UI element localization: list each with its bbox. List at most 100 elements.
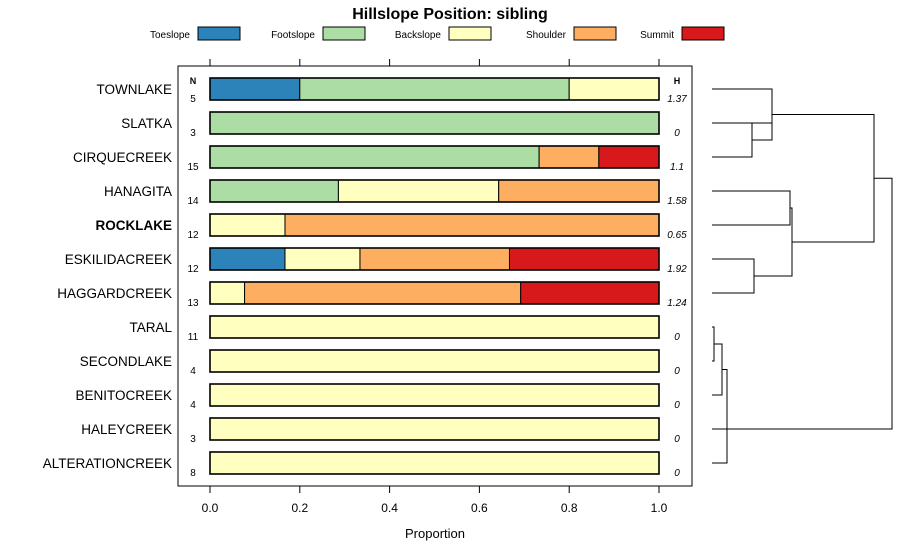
legend-label-summit: Summit	[640, 30, 674, 41]
row-alterationcreek: ALTERATIONCREEK 8 0	[43, 451, 680, 479]
bar-segment-summit	[598, 145, 660, 169]
row-secondlake: SECONDLAKE 4 0	[80, 349, 680, 377]
row-rocklake: ROCKLAKE 12 0.65	[96, 213, 687, 241]
bar-segment-shoulder	[538, 145, 600, 169]
row-cirquecreek: CIRQUECREEK 15 1.1	[73, 145, 684, 173]
x-tick-label: 0.2	[291, 501, 308, 515]
row-label: ALTERATIONCREEK	[43, 456, 172, 471]
n-value: 3	[190, 128, 196, 139]
legend-swatch-shoulder	[573, 26, 617, 41]
row-haleycreek: HALEYCREEK 3 0	[81, 417, 680, 445]
legend-label-backslope: Backslope	[395, 30, 442, 41]
h-value: 0	[674, 400, 680, 411]
x-tick-label: 1.0	[651, 501, 668, 515]
x-tick-label: 0.6	[471, 501, 488, 515]
bar-segment-summit	[520, 281, 660, 305]
n-value: 12	[187, 230, 199, 241]
h-value: 1.24	[667, 298, 687, 309]
plot-frame	[177, 65, 693, 487]
bars: TOWNLAKE 5 1.37 SLATKA 3 0 CIRQUECREEK 15 1.1 HAN…	[43, 77, 687, 479]
bar-segment-backslope	[209, 451, 660, 475]
dendro-link	[712, 88, 773, 141]
bar-segment-backslope	[209, 213, 286, 237]
dendro-link	[727, 177, 893, 430]
bar-segment-footslope	[299, 77, 570, 101]
bar-segment-backslope	[337, 179, 500, 203]
chart-title: Hillslope Position: sibling	[352, 6, 548, 23]
legend-label-shoulder: Shoulder	[526, 30, 567, 41]
bar-segment-footslope	[209, 145, 540, 169]
n-value: 15	[187, 162, 199, 173]
row-label: ROCKLAKE	[96, 218, 173, 233]
row-haggardcreek: HAGGARDCREEK 13 1.24	[57, 281, 687, 309]
bar-segment-toeslope	[209, 77, 301, 101]
h-value: 0	[674, 128, 680, 139]
n-value: 14	[187, 196, 199, 207]
row-townlake: TOWNLAKE 5 1.37	[96, 77, 687, 105]
bar-outline	[209, 417, 660, 441]
n-value: 13	[187, 298, 199, 309]
row-slatka: SLATKA 3 0	[121, 111, 680, 139]
row-label: SLATKA	[121, 116, 172, 131]
bar-outline	[209, 281, 660, 305]
bar-outline	[209, 349, 660, 373]
bar-outline	[209, 77, 660, 101]
row-label: HALEYCREEK	[81, 422, 172, 437]
legend-label-footslope: Footslope	[271, 30, 315, 41]
bar-outline	[209, 145, 660, 169]
bar-segment-shoulder	[284, 213, 660, 237]
x-tick-label: 0.8	[561, 501, 578, 515]
row-taral: TARAL 11 0	[129, 315, 680, 343]
bar-segment-backslope	[209, 315, 660, 339]
legend-swatch-summit	[681, 26, 725, 41]
n-value: 5	[190, 94, 196, 105]
n-value: 4	[190, 400, 196, 411]
bar-segment-backslope	[209, 281, 246, 305]
x-axis-title: Proportion	[405, 526, 465, 541]
h-value: 0.65	[667, 230, 687, 241]
row-benitocreek: BENITOCREEK 4 0	[75, 383, 680, 411]
bar-segment-backslope	[209, 383, 660, 407]
dendro-link	[754, 207, 793, 277]
bar-outline	[209, 111, 660, 135]
dendro-link	[712, 428, 728, 464]
row-label: CIRQUECREEK	[73, 150, 172, 165]
row-label: HANAGITA	[104, 184, 172, 199]
legend: Toeslope Footslope Backslope Shoulder Summit	[150, 26, 725, 41]
bar-outline	[209, 315, 660, 339]
h-value: 1.1	[670, 162, 684, 173]
x-tick-label: 0.4	[381, 501, 398, 515]
legend-swatch-toeslope	[197, 26, 241, 41]
h-value: 1.92	[667, 264, 687, 275]
axis-ticks: 0.0 0.2 0.4 0.6 0.8 1.0	[202, 59, 668, 515]
n-value: 3	[190, 434, 196, 445]
bar-outline	[209, 451, 660, 475]
row-label: TOWNLAKE	[96, 82, 172, 97]
h-value: 0	[674, 366, 680, 377]
n-value: 11	[188, 332, 199, 343]
bar-outline	[209, 383, 660, 407]
legend-label-toeslope: Toeslope	[150, 30, 190, 41]
bar-segment-backslope	[209, 349, 660, 373]
bar-segment-shoulder	[498, 179, 660, 203]
row-label: TARAL	[129, 320, 172, 335]
row-label: BENITOCREEK	[75, 388, 172, 403]
row-label: SECONDLAKE	[80, 354, 172, 369]
row-label: HAGGARDCREEK	[57, 286, 172, 301]
bar-segment-footslope	[209, 111, 660, 135]
dendro-link	[712, 122, 753, 158]
dendro-link	[712, 88, 773, 124]
h-value: 0	[674, 434, 680, 445]
legend-swatch-backslope	[448, 26, 492, 41]
bar-segment-shoulder	[359, 247, 510, 271]
dendro-link	[712, 326, 715, 362]
bar-segment-backslope	[284, 247, 361, 271]
bar-segment-shoulder	[244, 281, 522, 305]
n-header: N	[190, 76, 197, 86]
dendro-link	[712, 190, 791, 226]
dendro-link	[722, 369, 728, 446]
x-tick-label: 0.0	[202, 501, 219, 515]
h-value: 0	[674, 468, 680, 479]
dendro-link	[712, 258, 755, 294]
